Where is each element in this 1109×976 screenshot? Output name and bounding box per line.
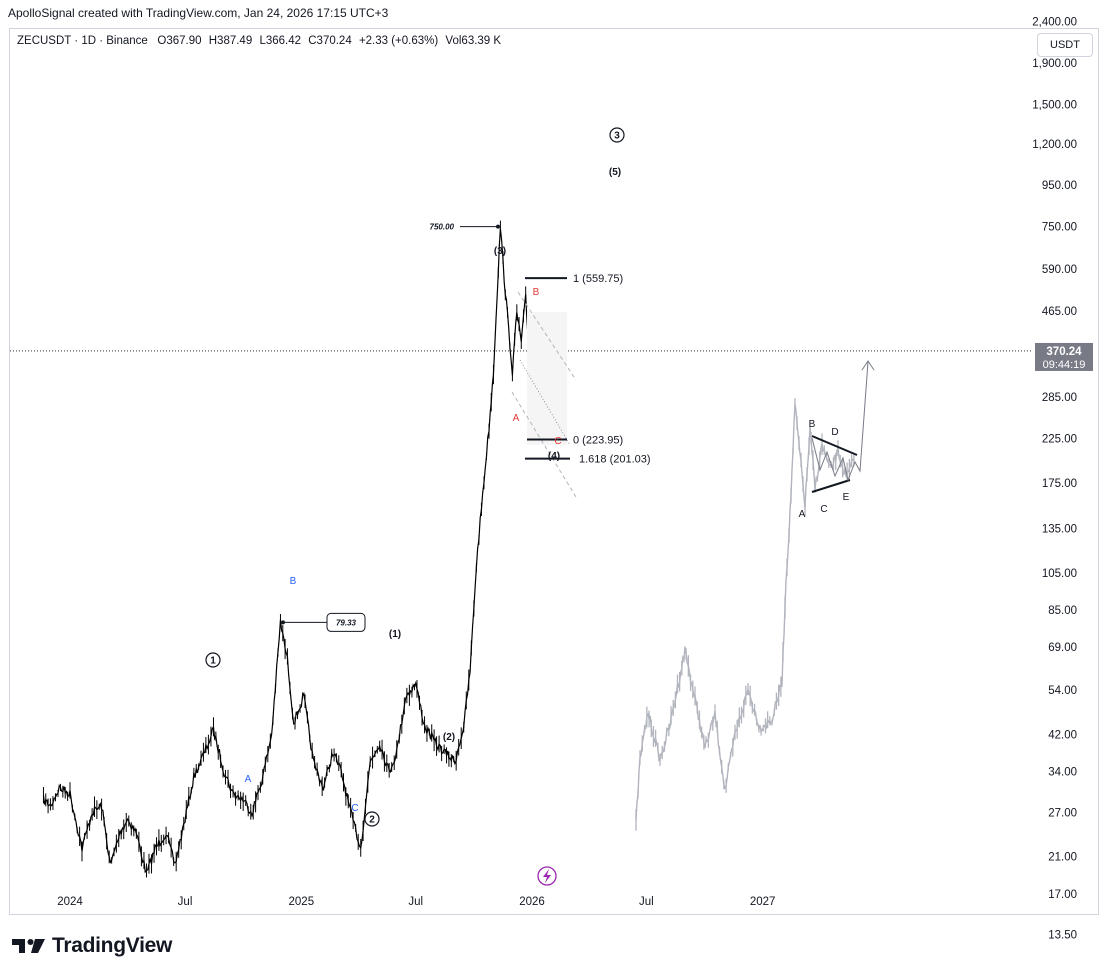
volume-label: Vol (445, 35, 462, 47)
volume-value: 63.39 K (461, 35, 502, 47)
low-label: L (259, 35, 266, 47)
currency-button[interactable]: USDT (1037, 33, 1093, 57)
ohlc-legend: ZECUSDT · 1D · Binance O367.90 H387.49 L… (17, 35, 505, 47)
symbol-info: ZECUSDT · 1D · Binance (17, 35, 148, 47)
chart-caption: ApolloSignal created with TradingView.co… (8, 6, 389, 20)
close-label: C (308, 35, 317, 47)
open-value: 367.90 (166, 35, 202, 47)
open-label: O (157, 35, 167, 47)
brand-name: TradingView (52, 934, 173, 957)
high-label: H (208, 35, 218, 47)
chart-frame (9, 28, 1099, 915)
close-value: 370.24 (316, 35, 352, 47)
low-value: 366.42 (265, 35, 302, 47)
y-tick-label: 13.50 (1048, 929, 1077, 941)
change-value: +2.33 (+0.63%) (358, 35, 439, 47)
tradingview-logo-icon (12, 939, 45, 953)
high-value: 387.49 (217, 35, 253, 47)
tradingview-logo[interactable]: TradingView (12, 934, 172, 958)
y-tick-label: 2,400.00 (1032, 17, 1077, 29)
